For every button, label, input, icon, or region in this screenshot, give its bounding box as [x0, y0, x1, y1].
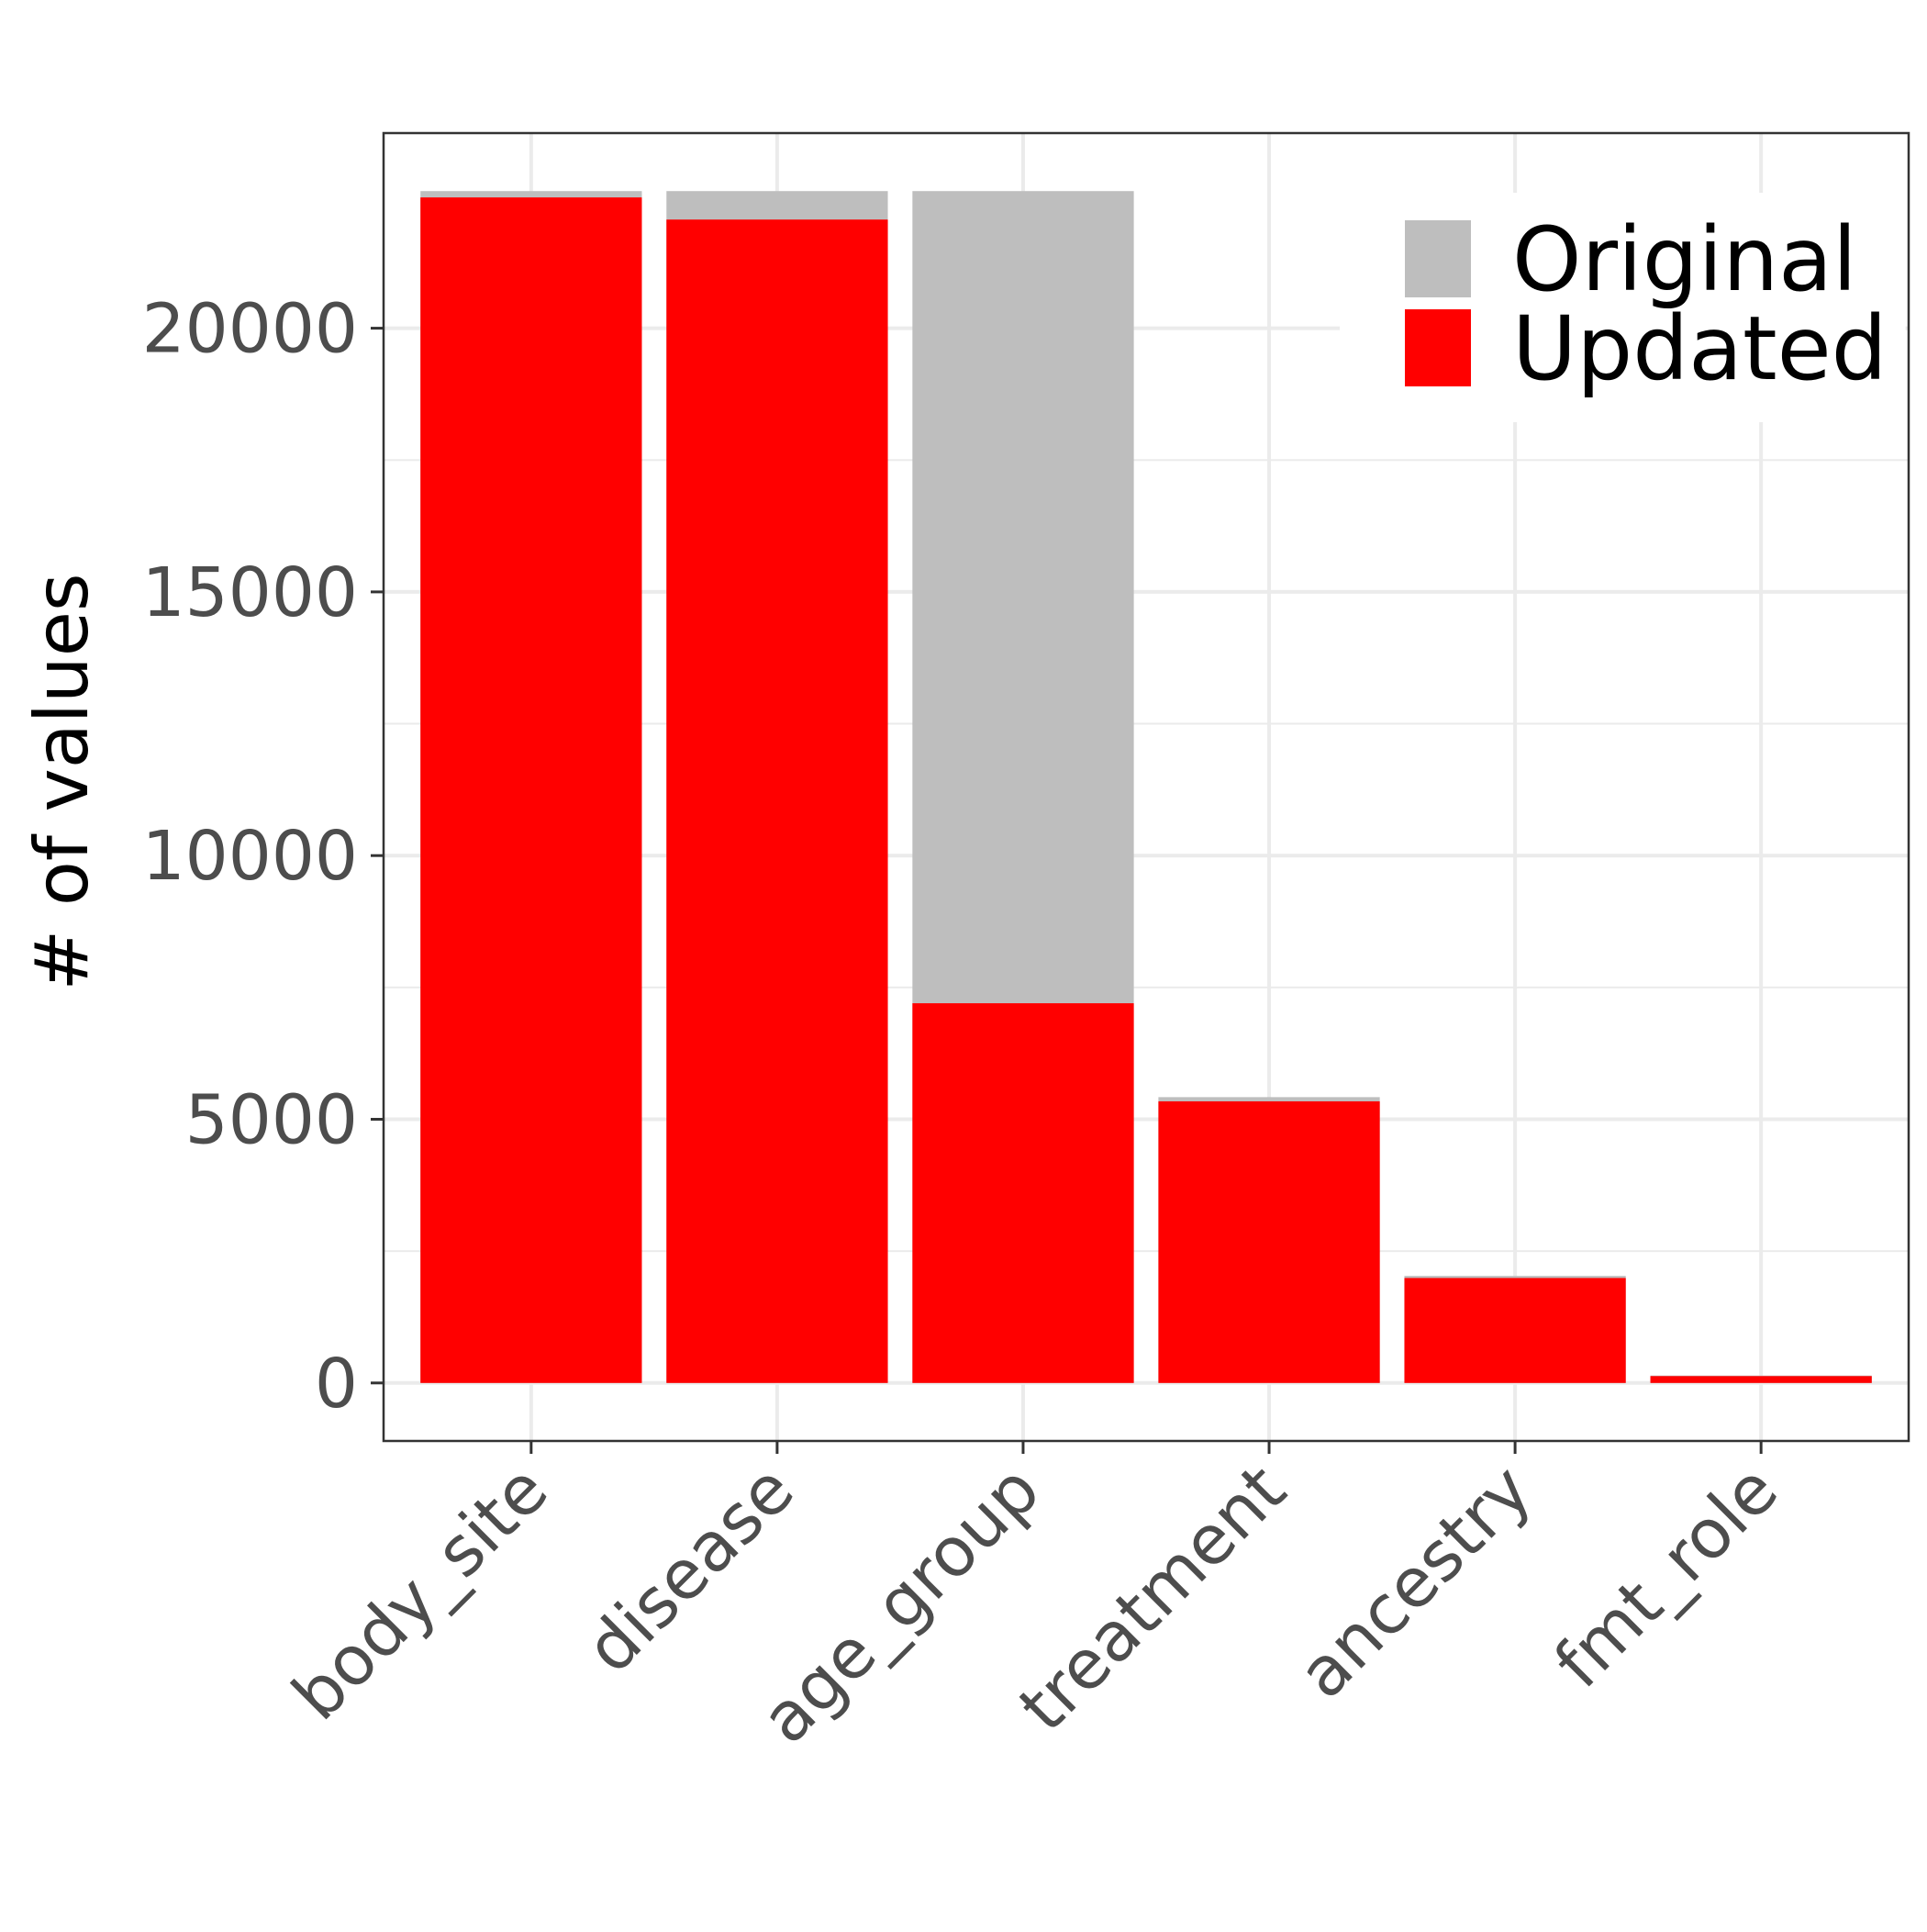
bar-updated-age-group	[912, 1003, 1134, 1383]
y-tick-label: 5000	[185, 1080, 358, 1159]
x-tick-label: ancestry	[1284, 1450, 1547, 1714]
bar-updated-body-site	[420, 197, 642, 1383]
y-axis: 0 5000 10000 15000 20000	[142, 290, 384, 1424]
panel-border	[382, 131, 1910, 1443]
y-tick-label: 20000	[142, 290, 358, 369]
x-tick-label: disease	[571, 1450, 809, 1689]
x-tick-label: fmt_role	[1540, 1450, 1793, 1703]
y-tick-label: 0	[315, 1345, 358, 1424]
bar-updated-treatment	[1158, 1100, 1380, 1383]
bar-updated-disease	[666, 219, 888, 1383]
legend-key-updated	[1405, 309, 1471, 386]
legend-key-original	[1405, 220, 1471, 297]
bars	[420, 191, 1872, 1383]
bar-updated-fmt-role	[1650, 1376, 1872, 1383]
legend-label-original: Original	[1512, 208, 1857, 311]
x-tick-label: body_site	[278, 1450, 563, 1736]
x-tick-label: treatment	[1004, 1450, 1300, 1747]
legend-label-updated: Updated	[1512, 297, 1888, 400]
y-tick-label: 10000	[142, 817, 358, 896]
panel-frame	[382, 131, 1910, 1443]
bar-updated-ancestry	[1404, 1278, 1626, 1383]
x-axis: body_site diseaseage_grouptreatmentancest…	[278, 1441, 1793, 1759]
y-tick-label: 15000	[142, 553, 358, 632]
y-axis-title: # of values	[19, 573, 105, 990]
